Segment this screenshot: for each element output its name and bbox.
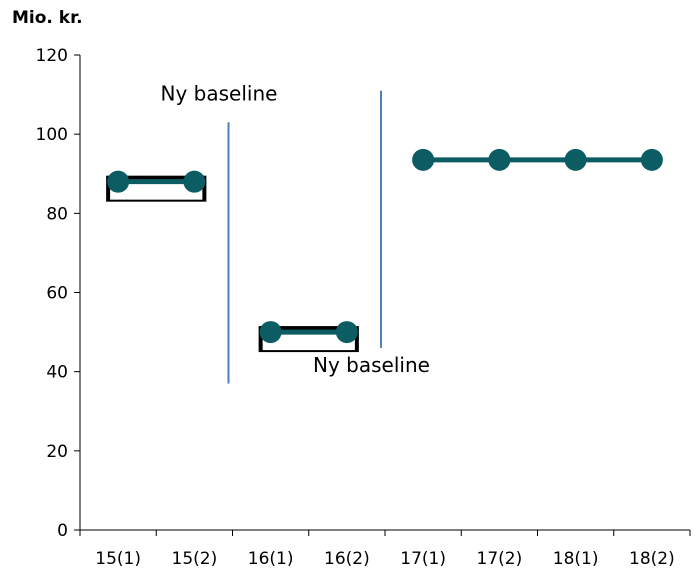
- y-tick-label: 120: [36, 46, 68, 66]
- x-tick-label: 15(1): [95, 549, 141, 569]
- x-tick-label: 17(2): [477, 549, 523, 569]
- y-axis-label: Mio. kr.: [12, 8, 83, 28]
- baseline-annotation: Ny baseline: [161, 81, 278, 105]
- data-point: [335, 321, 358, 344]
- y-tick-label: 60: [46, 284, 68, 304]
- data-point: [107, 170, 130, 193]
- data-point: [640, 148, 663, 171]
- y-tick-label: 40: [46, 363, 68, 383]
- y-tick-label: 80: [46, 204, 68, 224]
- x-tick-label: 17(1): [400, 549, 446, 569]
- y-tick-label: 100: [36, 125, 68, 145]
- data-point: [412, 148, 435, 171]
- y-tick-label: 0: [57, 521, 68, 541]
- data-point: [488, 148, 511, 171]
- y-tick-label: 20: [46, 442, 68, 462]
- segment-bracket-inner: [110, 179, 203, 200]
- data-point: [259, 321, 282, 344]
- x-tick-label: 15(2): [172, 549, 218, 569]
- x-tick-label: 16(1): [248, 549, 294, 569]
- x-tick-label: 16(2): [324, 549, 370, 569]
- data-point: [183, 170, 206, 193]
- baseline-annotation: Ny baseline: [313, 353, 430, 377]
- x-tick-label: 18(2): [629, 549, 675, 569]
- x-tick-label: 18(1): [553, 549, 599, 569]
- segment-bracket-inner: [262, 330, 355, 351]
- data-point: [564, 148, 587, 171]
